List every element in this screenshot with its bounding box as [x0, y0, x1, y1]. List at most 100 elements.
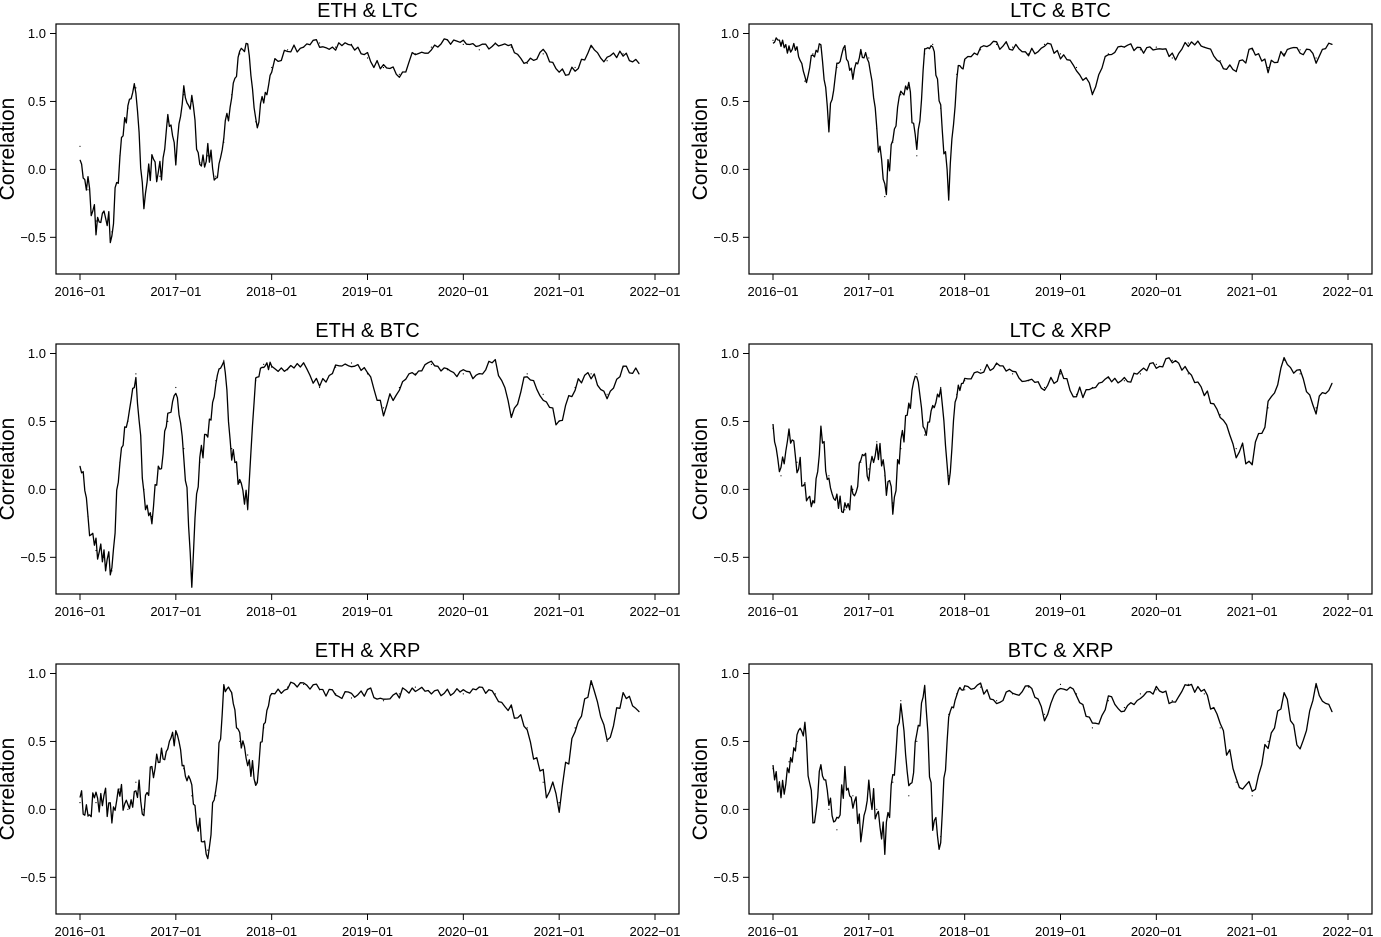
data-point [956, 73, 958, 75]
data-point [303, 362, 305, 364]
data-point [820, 434, 822, 436]
data-point [1299, 373, 1301, 375]
x-tick-label: 2021−01 [534, 284, 585, 299]
chart-panel: LTC & XRP Correlation 1.0 0.5 0.0 −0.5 2016−01… [689, 320, 1373, 619]
x-tick-label: 2019−01 [342, 284, 393, 299]
data-point [414, 686, 416, 688]
data-point [638, 62, 640, 64]
data-point [924, 686, 926, 688]
data-point [892, 502, 894, 504]
data-point [1331, 43, 1333, 46]
data-point [900, 700, 902, 702]
data-point [908, 795, 910, 797]
data-point [1171, 359, 1173, 361]
data-point [996, 700, 998, 702]
x-tick-label: 2017−01 [150, 604, 201, 619]
data-point [1059, 53, 1062, 55]
data-point [95, 802, 97, 804]
y-axis-label: Correlation [689, 98, 712, 201]
data-point [207, 849, 209, 851]
y-axis-label: Correlation [0, 738, 19, 841]
x-tick-label: 2022−01 [630, 604, 681, 619]
y-tick-label: 0.0 [28, 482, 46, 497]
data-point [1267, 740, 1269, 743]
data-point [223, 141, 225, 143]
correlation-series-line [772, 682, 1333, 855]
y-tick-label: 1.0 [28, 26, 46, 41]
data-point [1123, 380, 1125, 382]
data-point [852, 488, 854, 490]
data-point [135, 781, 137, 783]
data-point [1123, 706, 1125, 709]
data-point [996, 363, 998, 365]
data-point [1012, 693, 1014, 695]
data-point [1028, 380, 1030, 382]
data-point [932, 407, 934, 409]
plot-frame [55, 343, 680, 595]
data-point [1235, 448, 1237, 450]
x-tick-label: 2016−01 [748, 924, 799, 937]
data-point [263, 100, 265, 102]
data-point [844, 509, 846, 511]
data-point [940, 836, 942, 838]
data-point [956, 393, 958, 395]
data-point [462, 43, 464, 46]
data-point [335, 693, 337, 695]
data-point [980, 369, 982, 371]
data-point [638, 373, 640, 375]
data-point [1123, 46, 1125, 48]
data-point [820, 768, 822, 770]
data-point [271, 366, 273, 368]
data-point [207, 155, 209, 157]
data-point [143, 808, 145, 811]
data-point [462, 693, 464, 695]
data-point [1075, 66, 1078, 69]
chart-title: ETH & BTC [315, 320, 419, 342]
correlation-series-line [772, 356, 1333, 515]
data-point [542, 53, 544, 55]
x-tick-label: 2016−01 [55, 284, 106, 299]
x-tick-label: 2022−01 [630, 284, 681, 299]
data-point [135, 373, 137, 375]
data-point [319, 689, 321, 691]
y-axis-label: Correlation [689, 418, 712, 521]
data-point [462, 373, 464, 375]
correlation-series-line [79, 358, 640, 588]
data-point [1171, 700, 1173, 702]
data-point [1283, 693, 1285, 695]
data-point [79, 465, 81, 467]
data-point [1187, 42, 1189, 44]
data-point [852, 795, 854, 797]
data-point [1331, 382, 1333, 384]
data-point [1283, 53, 1285, 55]
y-tick-label: 0.5 [721, 94, 739, 109]
y-tick-label: −0.5 [20, 870, 46, 885]
x-tick-label: 2016−01 [55, 604, 106, 619]
data-point [151, 155, 153, 157]
y-tick-label: 0.0 [721, 162, 739, 177]
data-point [199, 822, 201, 824]
data-point [1059, 373, 1062, 375]
data-point [430, 363, 432, 365]
data-point [638, 711, 640, 713]
data-point [1028, 53, 1030, 55]
data-point [868, 468, 870, 470]
data-point [111, 570, 113, 572]
data-point [366, 689, 369, 691]
data-point [1155, 46, 1157, 48]
y-tick-label: 0.0 [721, 802, 739, 817]
data-point [892, 781, 894, 783]
data-point [1043, 713, 1046, 715]
data-point [1219, 727, 1221, 729]
data-point [271, 693, 273, 695]
x-tick-label: 2018−01 [939, 604, 990, 619]
data-point [159, 175, 161, 177]
data-point [1091, 727, 1093, 729]
chart-title: LTC & XRP [1010, 320, 1112, 342]
y-tick-label: 1.0 [721, 346, 739, 361]
data-point [1187, 683, 1189, 686]
y-tick-label: −0.5 [20, 230, 46, 245]
x-tick-label: 2021−01 [1227, 604, 1278, 619]
data-point [1251, 795, 1253, 797]
data-point [143, 202, 145, 204]
